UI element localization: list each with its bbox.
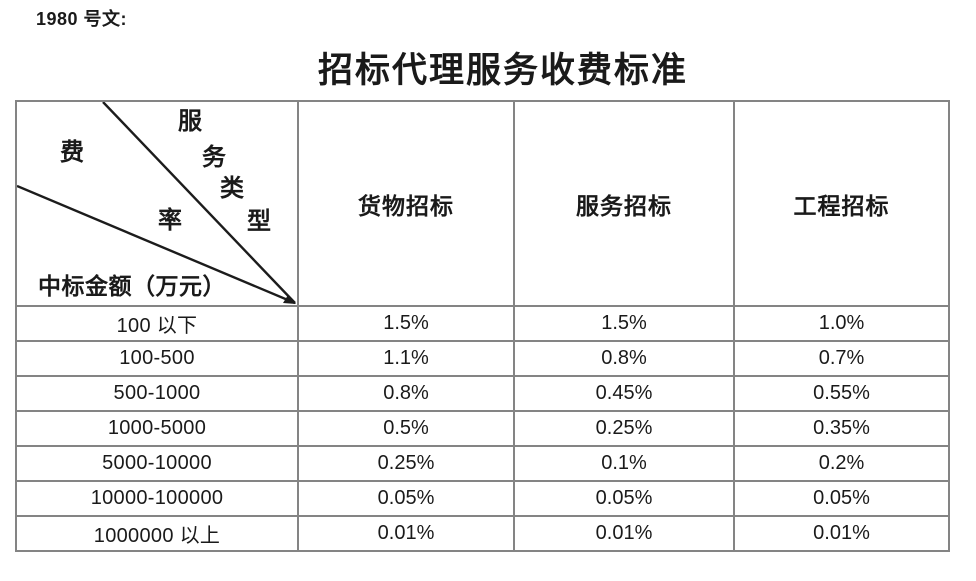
rate-cell: 0.55% (733, 375, 950, 412)
rate-cell: 1.5% (297, 305, 515, 342)
column-header-engineering: 工程招标 (733, 100, 950, 307)
amount-cell: 5000-10000 (15, 445, 299, 482)
rate-cell: 0.45% (513, 375, 735, 412)
diagonal-header-cell: 费 服 务 类 型 率 中标金额（万元） (15, 100, 299, 307)
corner-service-char-1: 服 (178, 109, 202, 135)
amount-cell: 1000000 以上 (15, 515, 299, 552)
rate-cell: 0.1% (513, 445, 735, 482)
rate-cell: 1.5% (513, 305, 735, 342)
rate-cell: 0.7% (733, 340, 950, 377)
rate-cell: 0.25% (513, 410, 735, 447)
fee-standard-table: 费 服 务 类 型 率 中标金额（万元） 货物招标 服务招标 工程招标 100 … (15, 100, 950, 552)
corner-fee-char-1: 费 (60, 140, 84, 166)
amount-cell: 100 以下 (15, 305, 299, 342)
column-header-goods: 货物招标 (297, 100, 515, 307)
table-row: 100-500 1.1% 0.8% 0.7% (15, 340, 950, 377)
header-row: 费 服 务 类 型 率 中标金额（万元） 货物招标 服务招标 工程招标 (15, 100, 950, 307)
rate-cell: 0.05% (733, 480, 950, 517)
column-header-service: 服务招标 (513, 100, 735, 307)
amount-cell: 1000-5000 (15, 410, 299, 447)
table-row: 1000-5000 0.5% 0.25% 0.35% (15, 410, 950, 447)
diagonal-lines-graphic (17, 102, 296, 305)
rate-cell: 1.1% (297, 340, 515, 377)
corner-fee-char-2: 率 (158, 208, 182, 234)
corner-service-char-2: 务 (202, 145, 226, 171)
rate-cell: 0.5% (297, 410, 515, 447)
amount-cell: 500-1000 (15, 375, 299, 412)
rate-cell: 0.05% (297, 480, 515, 517)
page-title: 招标代理服务收费标准 (317, 51, 688, 90)
rate-cell: 1.0% (733, 305, 950, 342)
arrowhead-icon (283, 295, 296, 304)
table-row: 5000-10000 0.25% 0.1% 0.2% (15, 445, 950, 482)
rate-cell: 0.35% (733, 410, 950, 447)
corner-amount-label: 中标金额（万元） (38, 274, 226, 299)
table-row: 1000000 以上 0.01% 0.01% 0.01% (15, 515, 950, 552)
rate-cell: 0.8% (297, 375, 515, 412)
table-row: 10000-100000 0.05% 0.05% 0.05% (15, 480, 950, 517)
rate-cell: 0.2% (733, 445, 950, 482)
table-row: 100 以下 1.5% 1.5% 1.0% (15, 305, 950, 342)
amount-cell: 10000-100000 (15, 480, 299, 517)
rate-cell: 0.01% (513, 515, 735, 552)
document-ref-label: 1980 号文: (36, 9, 128, 29)
rate-cell: 0.01% (297, 515, 515, 552)
table-row: 500-1000 0.8% 0.45% 0.55% (15, 375, 950, 412)
amount-cell: 100-500 (15, 340, 299, 377)
rate-cell: 0.05% (513, 480, 735, 517)
rate-cell: 0.25% (297, 445, 515, 482)
rate-cell: 0.8% (513, 340, 735, 377)
corner-service-char-3: 类 (220, 176, 244, 202)
corner-service-char-4: 型 (247, 209, 271, 235)
rate-cell: 0.01% (733, 515, 950, 552)
